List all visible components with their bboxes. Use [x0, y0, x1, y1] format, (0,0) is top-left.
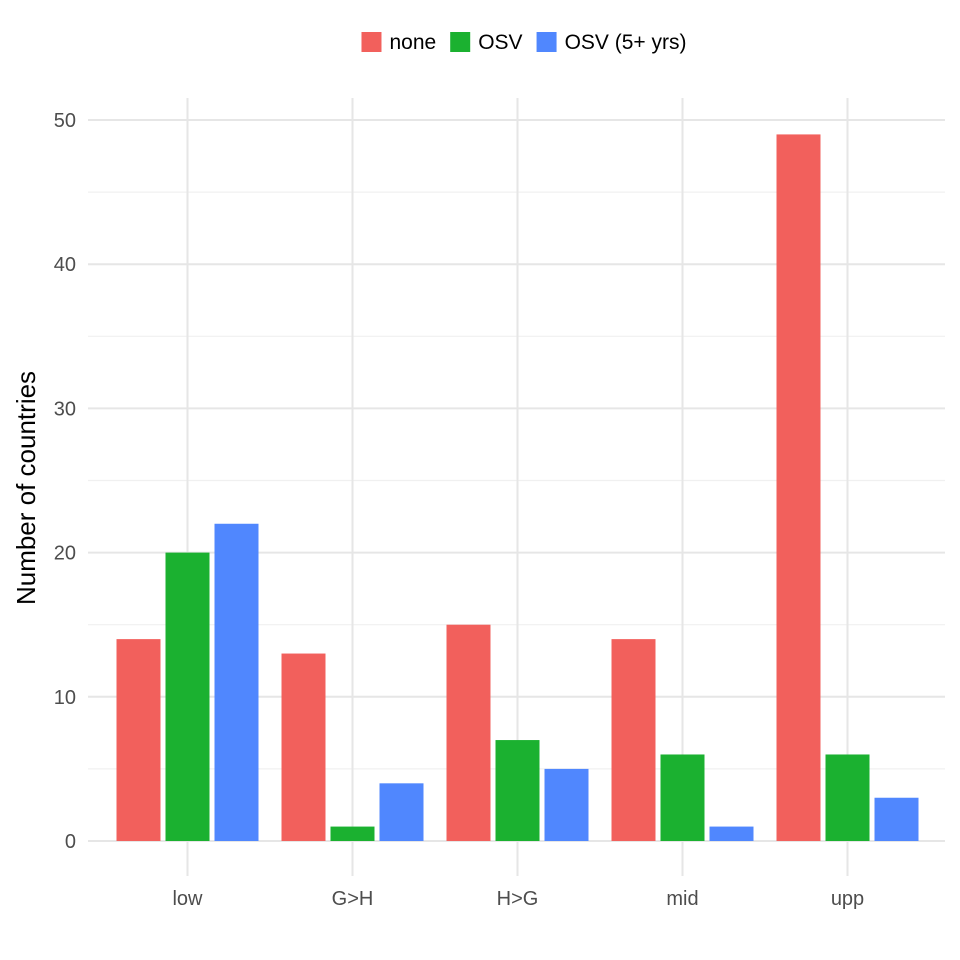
legend-item-osv: OSV: [450, 31, 523, 54]
bar-none-h-g: [446, 624, 491, 841]
bar-none-upp: [776, 134, 821, 842]
bar-osv-5-yrs-low: [214, 523, 259, 841]
bar-none-mid: [611, 639, 656, 841]
bars: [116, 134, 919, 842]
y-tick-label: 50: [54, 110, 76, 132]
bar-osv-upp: [825, 754, 870, 841]
x-tick-label: G>H: [332, 888, 374, 910]
legend-key: [536, 32, 557, 52]
y-tick-label: 40: [54, 254, 76, 276]
bar-none-low: [116, 639, 161, 841]
legend-key: [361, 32, 382, 52]
y-axis-tick-labels: 0 10 20 30 40 50: [54, 110, 76, 853]
legend-key: [450, 32, 471, 52]
bar-osv-5-yrs-upp: [874, 797, 919, 841]
x-tick-label: H>G: [497, 888, 539, 910]
bar-osv-5-yrs-g-h: [379, 783, 424, 841]
x-axis-tick-labels: low G>H H>G mid upp: [172, 888, 864, 910]
legend: none OSV OSV (5+ yrs): [361, 31, 687, 54]
bar-osv-h-g: [495, 740, 540, 841]
legend-item-none: none: [361, 31, 436, 54]
bar-osv-low: [165, 552, 210, 841]
bar-osv-mid: [660, 754, 705, 841]
legend-label: OSV: [478, 31, 522, 54]
y-tick-label: 0: [65, 831, 76, 853]
bar-osv-g-h: [330, 826, 375, 841]
bar-none-g-h: [281, 653, 326, 841]
y-tick-label: 30: [54, 398, 76, 420]
y-tick-label: 20: [54, 543, 76, 565]
y-axis-title: Number of countries: [11, 371, 41, 605]
x-tick-label: mid: [666, 888, 698, 910]
legend-label: OSV (5+ yrs): [565, 31, 687, 54]
x-tick-label: upp: [831, 888, 864, 910]
bar-osv-5-yrs-h-g: [544, 768, 589, 841]
bar-osv-5-yrs-mid: [709, 826, 754, 841]
legend-label: none: [389, 31, 436, 54]
legend-item-osv-5-yrs: OSV (5+ yrs): [536, 31, 687, 54]
y-tick-label: 10: [54, 687, 76, 709]
x-tick-label: low: [172, 888, 203, 910]
